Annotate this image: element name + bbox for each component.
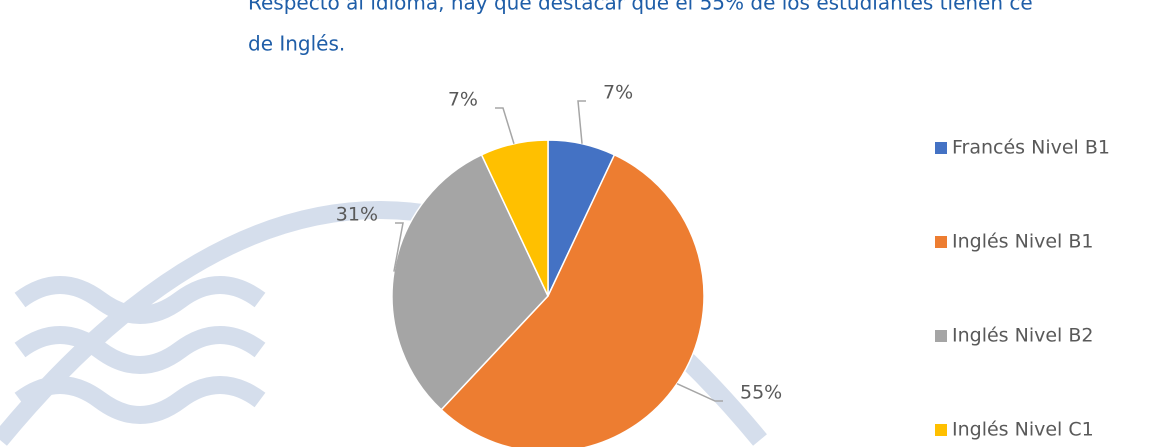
data-label: 55% (740, 382, 782, 404)
leader-line (495, 108, 514, 144)
legend-label: Francés Nivel B1 (952, 137, 1110, 159)
legend-label: Inglés Nivel B2 (952, 325, 1093, 347)
legend-swatch (935, 236, 947, 248)
legend-label: Inglés Nivel B1 (952, 231, 1093, 253)
paragraph-line: Respecto al idioma, hay que destacar que… (248, 0, 1033, 15)
watermark-wave (20, 385, 260, 415)
leader-line (578, 101, 586, 144)
legend-swatch (935, 424, 947, 436)
paragraph-line: de Inglés. (248, 32, 345, 56)
legend-label: Inglés Nivel C1 (952, 419, 1094, 441)
data-label: 7% (448, 89, 478, 111)
page: Respecto al idioma, hay que destacar que… (0, 0, 1173, 447)
data-label: 31% (336, 204, 378, 226)
legend-swatch (935, 142, 947, 154)
legend-swatch (935, 330, 947, 342)
watermark-wave (20, 335, 260, 365)
data-label: 7% (603, 82, 633, 104)
